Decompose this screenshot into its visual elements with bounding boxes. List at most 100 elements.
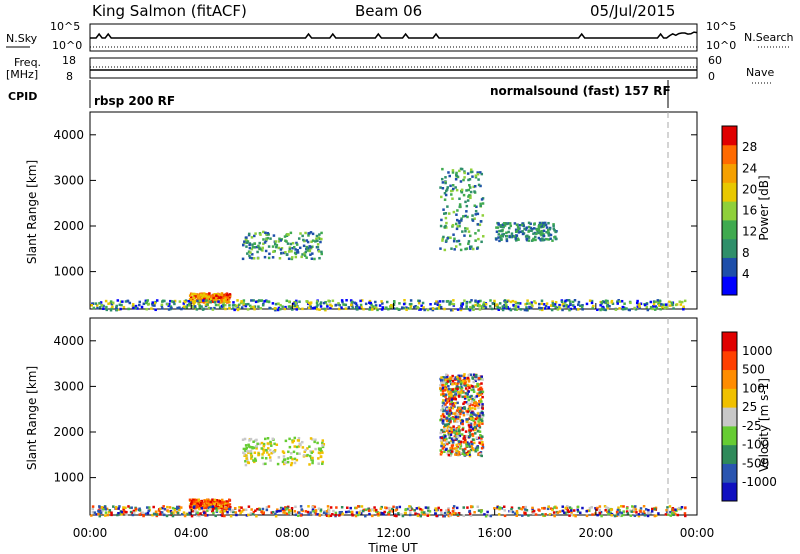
scatter-cell [466, 199, 470, 202]
scatter-cell [301, 509, 304, 513]
scatter-cell [357, 505, 360, 508]
scatter-cell [305, 256, 308, 259]
scatter-cell [537, 229, 541, 233]
scatter-cell [580, 305, 584, 309]
scatter-cell [525, 302, 529, 305]
scatter-cell [489, 299, 492, 302]
scatter-cell [275, 245, 278, 249]
scatter-cell [245, 245, 248, 248]
scatter-cell [318, 514, 322, 517]
scatter-cell [479, 510, 483, 514]
scatter-cell [470, 418, 473, 421]
scatter-cell [524, 508, 527, 511]
scatter-cell [213, 498, 217, 502]
scatter-cell [431, 308, 435, 312]
scatter-cell [441, 376, 445, 379]
scatter-cell [464, 387, 468, 390]
scatter-cell [360, 305, 363, 309]
scatter-cell [618, 514, 622, 517]
scatter-cell [209, 300, 212, 304]
scatter-cell [422, 306, 425, 309]
scatter-cell [105, 305, 108, 309]
scatter-cell [167, 510, 170, 513]
scatter-cell [254, 232, 257, 235]
scatter-cell [462, 514, 466, 518]
scatter-cell [270, 451, 273, 455]
scatter-cell [247, 443, 250, 447]
scatter-cell [221, 304, 225, 307]
scatter-cell [341, 512, 345, 516]
scatter-cell [403, 511, 407, 515]
scatter-cell [282, 511, 285, 514]
scatter-cell [281, 450, 285, 453]
scatter-cell [268, 252, 271, 256]
scatter-cell [321, 460, 324, 464]
scatter-cell [269, 440, 272, 444]
scatter-cell [122, 509, 126, 513]
scatter-cell [572, 513, 575, 517]
scatter-cell [572, 509, 576, 512]
scatter-cell [456, 209, 459, 212]
cpid-left-label: rbsp 200 RF [94, 94, 175, 108]
scatter-cell [457, 219, 461, 223]
scatter-cell [321, 444, 324, 447]
scatter-cell [558, 303, 561, 307]
scatter-cell [298, 452, 301, 455]
scatter-cell [489, 514, 493, 518]
scatter-cell [477, 300, 480, 303]
scatter-cell [391, 507, 394, 511]
scatter-cell [295, 308, 299, 311]
scatter-cell [310, 451, 314, 454]
scatter-cell [309, 437, 313, 440]
scatter-cell [472, 373, 476, 376]
scatter-cell [445, 239, 448, 242]
scatter-cell [289, 463, 293, 467]
scatter-cell [445, 437, 448, 441]
scatter-cell [318, 256, 321, 260]
scatter-cell [259, 233, 262, 236]
scatter-cell [540, 229, 543, 233]
scatter-cell [524, 235, 528, 238]
scatter-cell [540, 223, 543, 226]
scatter-cell [391, 305, 394, 308]
scatter-cell [658, 301, 661, 304]
scatter-cell [615, 510, 619, 514]
scatter-cell [457, 453, 460, 456]
scatter-cell [542, 303, 546, 306]
scatter-cell [160, 303, 164, 307]
scatter-cell [503, 303, 506, 307]
scatter-cell [225, 500, 228, 503]
scatter-cell [364, 514, 367, 518]
scatter-cell [221, 514, 224, 518]
scatter-cell [468, 434, 472, 438]
scatter-cell [293, 445, 297, 448]
scatter-cell [151, 304, 155, 307]
scatter-cell [173, 509, 177, 512]
scatter-cell [573, 305, 576, 309]
scatter-cell [441, 435, 445, 439]
scatter-cell [517, 231, 521, 234]
scatter-cell [392, 307, 396, 310]
scatter-cell [440, 379, 444, 382]
scatter-cell [196, 502, 200, 506]
scatter-cell [551, 239, 554, 242]
scatter-cell [304, 250, 308, 254]
scatter-cell [447, 212, 451, 215]
scatter-cell [638, 305, 641, 308]
scatter-cell [389, 303, 393, 307]
scatter-cell [513, 512, 517, 515]
scatter-cell [466, 172, 470, 175]
scatter-cell [117, 512, 120, 515]
scatter-cell [353, 301, 357, 305]
scatter-cell [457, 427, 461, 431]
scatter-cell [355, 306, 359, 309]
scatter-cell [360, 505, 364, 508]
scatter-cell [323, 307, 326, 311]
scatter-cell [304, 510, 308, 513]
scatter-cell [204, 304, 208, 308]
scatter-cell [325, 510, 329, 513]
scatter-cell [525, 508, 529, 512]
scatter-cell [443, 389, 447, 392]
scatter-cell [470, 299, 473, 302]
